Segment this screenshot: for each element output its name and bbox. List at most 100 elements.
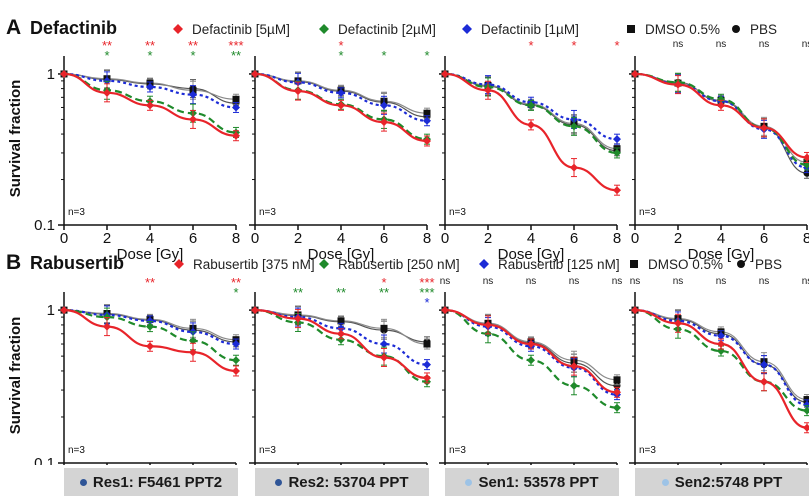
x-tick-label: 4 [527,230,535,247]
x-tick-label: 8 [803,230,809,247]
series-line [634,309,808,406]
x-tick-label: 4 [146,230,154,247]
legend-label: Defactinib [1µM] [481,22,579,37]
series-line [634,73,808,163]
cell-line-label-1: Res1: F5461 PPT2 [64,468,238,496]
x-tick-label: 6 [760,230,768,247]
x-tick-label: 0 [441,230,449,247]
significance-green: ** [379,285,389,300]
chart-row-A: A Defactinib Defactinib [5µM] Defactinib [2… [6,16,809,263]
legend-marker [173,24,183,34]
cell-line-text-2: Res2: 53704 PPT [288,473,409,491]
n-label: n=3 [639,445,656,456]
series-1 [60,69,240,142]
legend-item-2: Rabusertib [250 nM] [319,257,460,272]
significance-label: ns [673,39,684,50]
data-point [674,80,682,89]
chart-title: Defactinib [30,18,117,38]
data-point [613,403,621,412]
x-tick-label: 6 [570,230,578,247]
data-point [103,322,111,331]
n-label: n=3 [449,445,466,456]
significance-green: *** [419,285,434,300]
cell-line-text-4: Sen2:5748 PPT [674,473,783,491]
data-point [613,388,621,397]
data-point [189,115,197,124]
legend-marker [174,259,184,269]
significance-red: ** [188,38,198,53]
data-point [232,356,240,365]
data-point [484,86,492,95]
panel-letter: A [6,16,21,39]
data-point [613,376,621,384]
data-point [232,95,240,103]
legend-marker [319,24,329,34]
x-tick-label: 0 [251,230,259,247]
data-point [631,69,639,78]
significance-red: * [338,38,343,53]
panel-A-4: 0 2 4 6 8 Dose [Gy] n=3 ns ns ns ns [629,39,809,263]
data-point [803,423,809,432]
y-tick-label: 0.1 [34,455,55,465]
data-point [337,329,345,338]
series-line [634,73,808,174]
data-point [146,82,154,91]
x-tick-label: 6 [189,230,197,247]
data-point [423,116,431,125]
significance-red: * [571,38,576,53]
data-point [570,122,578,131]
data-point [423,340,431,348]
data-point [760,377,768,386]
significance-label: ns [759,39,770,50]
significance-red: ** [145,38,155,53]
legend-label: Rabusertib [250 nM] [338,257,460,272]
significance-red: ** [102,38,112,53]
n-label: n=3 [259,445,276,456]
data-point [423,360,431,369]
x-tick-label: 8 [423,230,431,247]
data-point [189,348,197,357]
data-point [380,353,388,362]
data-point [337,101,345,110]
significance-green: * [147,48,152,63]
y-tick-label: 0.1 [34,217,55,234]
x-tick-label: 6 [380,230,388,247]
series-1 [251,69,431,147]
data-point [613,148,621,157]
panel-A-3: 0 2 4 6 8 Dose [Gy] n=3 * * * [439,38,621,263]
data-point [103,313,111,322]
significance-blue: * [424,295,429,310]
x-axis-label: Dose [Gy] [308,246,375,263]
data-point [613,186,621,195]
significance-green: * [338,48,343,63]
series-1 [441,306,621,398]
significance-label: ns [630,276,641,287]
significance-label: ns [802,276,809,287]
series-1 [60,306,240,377]
significance-label: ns [716,39,727,50]
data-point [527,101,535,110]
x-tick-label: 2 [103,230,111,247]
significance-label: ns [716,276,727,287]
data-point [717,340,725,349]
series-line [63,72,237,109]
data-point [380,101,388,110]
significance-red: * [614,38,619,53]
series-3 [60,69,240,113]
significance-label: ns [483,276,494,287]
data-point [189,90,197,99]
legend-label: Defactinib [2µM] [338,22,436,37]
significance-green: ** [293,285,303,300]
significance-green: ** [336,285,346,300]
data-point [146,101,154,110]
legend-marker [737,260,745,268]
legend-label: DMSO 0.5% [648,257,723,272]
legend-label: Rabusertib [375 nM] [193,257,315,272]
significance-red: * [381,275,386,290]
cell-line-dot-3 [465,478,473,486]
data-point [337,88,345,97]
